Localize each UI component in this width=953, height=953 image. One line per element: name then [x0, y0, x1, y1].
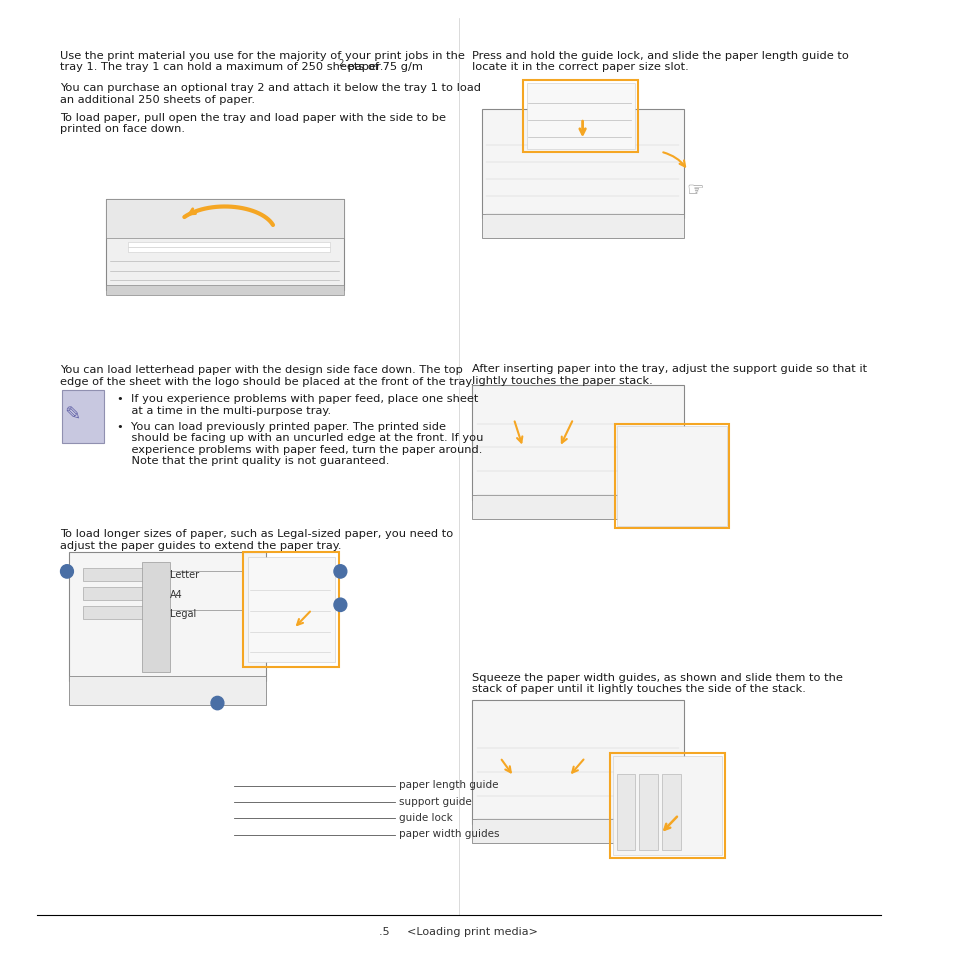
FancyBboxPatch shape: [639, 774, 658, 850]
Text: Squeeze the paper width guides, as shown and slide them to the
stack of paper un: Squeeze the paper width guides, as shown…: [472, 672, 842, 694]
FancyBboxPatch shape: [83, 568, 165, 581]
FancyBboxPatch shape: [83, 606, 165, 619]
Text: •  If you experience problems with paper feed, place one sheet
    at a time in : • If you experience problems with paper …: [117, 394, 478, 416]
FancyBboxPatch shape: [481, 214, 682, 238]
FancyBboxPatch shape: [616, 774, 634, 850]
Circle shape: [60, 565, 73, 578]
Text: 2: 2: [337, 59, 343, 68]
Text: You can load letterhead paper with the design side face down. The top
edge of th: You can load letterhead paper with the d…: [60, 365, 474, 387]
Text: Press and hold the guide lock, and slide the paper length guide to
locate it in : Press and hold the guide lock, and slide…: [472, 51, 848, 72]
FancyBboxPatch shape: [661, 774, 680, 850]
FancyBboxPatch shape: [129, 248, 330, 253]
FancyBboxPatch shape: [106, 200, 344, 291]
Text: To load longer sizes of paper, such as Legal-sized paper, you need to
adjust the: To load longer sizes of paper, such as L…: [60, 529, 453, 551]
Text: ☞: ☞: [685, 181, 703, 200]
Text: Legal: Legal: [170, 608, 195, 618]
Circle shape: [211, 697, 224, 710]
FancyBboxPatch shape: [69, 553, 266, 681]
Text: paper.: paper.: [344, 62, 383, 71]
FancyBboxPatch shape: [106, 200, 344, 238]
Text: You can purchase an optional tray 2 and attach it below the tray 1 to load
an ad: You can purchase an optional tray 2 and …: [60, 83, 480, 105]
FancyBboxPatch shape: [617, 427, 726, 526]
Text: Letter: Letter: [170, 570, 198, 579]
FancyBboxPatch shape: [472, 700, 682, 824]
Text: To load paper, pull open the tray and load paper with the side to be
printed on : To load paper, pull open the tray and lo…: [60, 112, 445, 134]
FancyBboxPatch shape: [83, 587, 165, 600]
Circle shape: [334, 598, 347, 612]
FancyBboxPatch shape: [62, 391, 104, 443]
Text: paper width guides: paper width guides: [398, 828, 499, 838]
Text: ✎: ✎: [64, 405, 81, 424]
Text: A4: A4: [170, 589, 182, 598]
Polygon shape: [628, 448, 720, 496]
Text: •  You can load previously printed paper. The printed side
    should be facing : • You can load previously printed paper.…: [117, 421, 483, 466]
FancyBboxPatch shape: [106, 286, 344, 295]
FancyBboxPatch shape: [142, 562, 170, 672]
Circle shape: [334, 565, 347, 578]
FancyBboxPatch shape: [472, 496, 682, 519]
FancyBboxPatch shape: [526, 84, 634, 150]
FancyBboxPatch shape: [248, 558, 335, 662]
Text: guide lock: guide lock: [398, 812, 453, 821]
Text: Use the print material you use for the majority of your print jobs in the
tray 1: Use the print material you use for the m…: [60, 51, 464, 72]
Text: paper length guide: paper length guide: [398, 780, 498, 789]
Text: .5     <Loading print media>: .5 <Loading print media>: [379, 926, 537, 936]
FancyBboxPatch shape: [129, 243, 330, 248]
FancyBboxPatch shape: [69, 677, 266, 705]
FancyBboxPatch shape: [472, 820, 682, 843]
FancyBboxPatch shape: [612, 756, 721, 855]
Text: support guide: support guide: [398, 796, 472, 805]
FancyBboxPatch shape: [481, 110, 682, 219]
Text: After inserting paper into the tray, adjust the support guide so that it
lightly: After inserting paper into the tray, adj…: [472, 364, 866, 386]
FancyBboxPatch shape: [472, 386, 682, 500]
